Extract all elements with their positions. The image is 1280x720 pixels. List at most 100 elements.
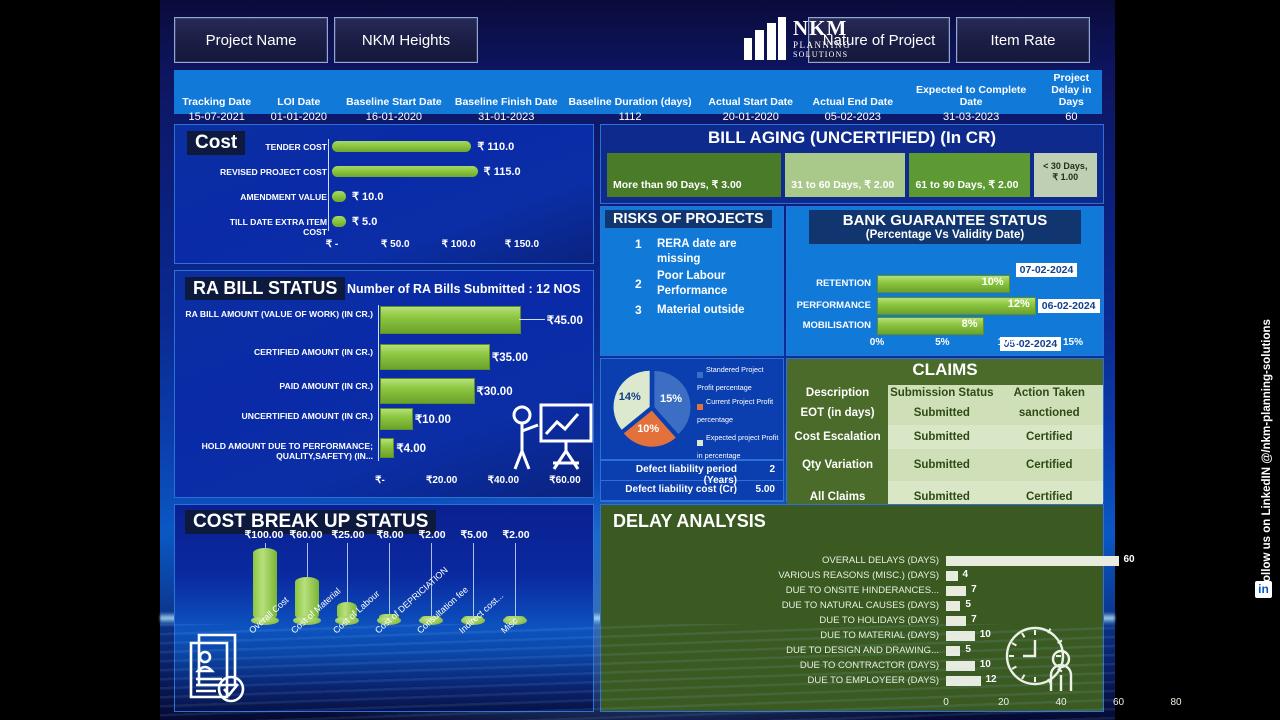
risk-text: RERA date are missing bbox=[657, 238, 737, 265]
claims-table: Description Submission Status Action Taken… bbox=[787, 385, 1103, 513]
linkedin-icon[interactable]: in bbox=[1255, 581, 1272, 598]
delay-analysis-title: DELAY ANALYSIS bbox=[613, 511, 766, 531]
ra-row-label: UNCERTIFIED AMOUNT (IN CR.) bbox=[241, 411, 373, 421]
pie-legend-item: Current Project Profit percentage bbox=[697, 397, 781, 433]
cost-row-label: AMENDMENT VALUE bbox=[240, 192, 327, 202]
strip-value: 31-01-2023 bbox=[478, 111, 535, 123]
ra-bar bbox=[380, 408, 413, 430]
bill-aging-cell: 61 to 90 Days, ₹ 2.00 bbox=[909, 153, 1030, 197]
strip-header: Baseline Duration (days) bbox=[568, 96, 692, 108]
cbu-bar bbox=[295, 576, 319, 620]
delay-bar-value: 7 bbox=[971, 614, 977, 625]
strip-value: 16-01-2020 bbox=[365, 111, 423, 123]
bank-guarantee-title: BANK GUARANTEE STATUS bbox=[842, 212, 1048, 229]
claims-panel: CLAIMS Description Submission Status Actio… bbox=[786, 358, 1104, 513]
delay-row-label: DUE TO CONTRACTOR (DAYS) bbox=[799, 660, 939, 671]
claims-header: Description bbox=[787, 385, 889, 401]
cost-chart-axis-line bbox=[328, 139, 329, 231]
social-follow[interactable]: Follow us on LinkedIN @/nkm-planning-sol… bbox=[1252, 268, 1278, 598]
bg-xtick: 10% bbox=[997, 337, 1018, 348]
delay-bar-value: 4 bbox=[962, 569, 969, 580]
cost-panel: Cost TENDER COST ₹ 110.0 REVISED PROJECT C… bbox=[174, 124, 594, 264]
cbu-bar-value: ₹60.00 bbox=[289, 529, 323, 541]
bill-aging-title: BILL AGING (UNCERTIFIED) (In CR) bbox=[707, 128, 997, 147]
ra-row-label: HOLD AMOUNT DUE TO PERFORMANCE; QUALITY,… bbox=[201, 441, 373, 461]
logo-line-3: SOLUTIONS bbox=[793, 49, 849, 59]
strip-header: Tracking Date bbox=[182, 96, 252, 108]
cost-xtick: ₹ 50.0 bbox=[381, 239, 410, 250]
strip-header: Baseline Finish Date bbox=[454, 96, 558, 108]
claims-cell: Submitted bbox=[888, 449, 996, 481]
claims-cell: sanctioned bbox=[995, 401, 1103, 425]
ra-bill-title: RA BILL STATUS bbox=[185, 277, 346, 300]
cost-panel-title: Cost bbox=[187, 131, 246, 155]
claims-cell: Cost Escalation bbox=[787, 425, 889, 449]
logo-wordmark: NKM PLANNING SOLUTIONS bbox=[793, 15, 851, 59]
cbu-bar-base bbox=[335, 616, 359, 625]
cbu-leader-line bbox=[347, 543, 348, 602]
cbu-bar-base bbox=[503, 616, 527, 625]
bill-aging-cell: 31 to 60 Days, ₹ 2.00 bbox=[785, 153, 906, 197]
bank-guarantee-subtitle: (Percentage Vs Validity Date) bbox=[865, 229, 1025, 241]
cbu-leader-line bbox=[515, 543, 516, 616]
pie-slice bbox=[623, 410, 676, 447]
nature-of-project-value-button[interactable]: Item Rate bbox=[956, 17, 1090, 63]
project-name-label-button[interactable]: Project Name bbox=[174, 17, 328, 63]
bg-row-label: PERFORMANCE bbox=[796, 300, 871, 311]
strip-value: 60 bbox=[1065, 111, 1078, 123]
defect-liability-table: Defect liability period (Years) 2 Defect l… bbox=[600, 460, 784, 502]
bg-row-label: RETENTION bbox=[816, 278, 871, 289]
cbu-bar-value: ₹8.00 bbox=[376, 529, 404, 541]
bill-aging-cell: More than 90 Days, ₹ 3.00 bbox=[607, 153, 782, 197]
bg-validity-date: 05-02-2024 bbox=[999, 337, 1062, 351]
cbu-bar-base bbox=[377, 616, 401, 625]
bg-xtick: 0% bbox=[869, 337, 885, 348]
defect-row-label: Defect liability period (Years) bbox=[635, 464, 737, 486]
delay-bar bbox=[946, 586, 967, 596]
defect-row-label: Defect liability cost (Cr) bbox=[625, 484, 737, 495]
risk-number: 3 bbox=[635, 303, 642, 317]
pie-legend-swatch bbox=[697, 440, 703, 446]
delay-bar bbox=[946, 556, 1119, 566]
cost-bar-value: ₹ 115.0 bbox=[483, 166, 521, 178]
delay-bar-value: 12 bbox=[985, 674, 997, 685]
claims-header: Action Taken bbox=[995, 385, 1103, 401]
bg-bar bbox=[877, 297, 1036, 315]
cost-xtick: ₹ 150.0 bbox=[504, 239, 540, 250]
delay-xtick: 40 bbox=[1055, 697, 1067, 708]
pie-legend-swatch bbox=[697, 404, 703, 410]
claims-cell: Submitted bbox=[888, 401, 996, 425]
delay-bar bbox=[946, 571, 958, 581]
bg-bar-value: 10% bbox=[981, 276, 1004, 288]
logo-line-2: PLANNING bbox=[793, 39, 851, 50]
pie-legend-item: Expected project Profit in percentage bbox=[697, 433, 781, 469]
delay-row-label: VARIOUS REASONS (MISC.) (DAYS) bbox=[778, 570, 939, 581]
bg-xtick: 15% bbox=[1062, 337, 1083, 348]
strip-header: Actual Start Date bbox=[708, 96, 794, 108]
ra-chart-axis-line bbox=[378, 305, 379, 461]
clock-person-icon bbox=[1005, 626, 1073, 691]
nature-of-project-label-button[interactable]: Nature of Project bbox=[808, 17, 950, 63]
ra-bar bbox=[380, 306, 521, 334]
pie-slice bbox=[654, 370, 691, 435]
project-name-value-button[interactable]: NKM Heights bbox=[334, 17, 478, 63]
cost-row-label: TILL DATE EXTRA ITEM COST bbox=[229, 217, 327, 237]
cost-breakup-title: COST BREAK UP STATUS bbox=[185, 510, 437, 534]
delay-analysis-xaxis: 0 20 40 60 80 bbox=[601, 697, 1181, 711]
bg-bar-value: 12% bbox=[1007, 298, 1030, 310]
delay-analysis-panel: DELAY ANALYSIS OVERALL DELAYS (DAYS) 60 VA… bbox=[600, 504, 1182, 712]
cbu-bar-value: ₹2.00 bbox=[502, 529, 530, 541]
ra-bar-value: ₹10.00 bbox=[414, 414, 451, 426]
pie-slice bbox=[613, 370, 650, 430]
defect-row: Defect liability cost (Cr) 5.00 bbox=[601, 481, 783, 501]
claims-cell: EOT (in days) bbox=[787, 401, 889, 425]
defect-row: Defect liability period (Years) 2 bbox=[601, 461, 783, 486]
delay-bar bbox=[946, 631, 975, 641]
logo-line-1: NKM bbox=[793, 15, 848, 40]
cbu-bar-base bbox=[461, 616, 485, 625]
cbu-bar-value: ₹2.00 bbox=[418, 529, 446, 541]
delay-row-label: DUE TO HOLIDAYS (DAYS) bbox=[819, 615, 939, 626]
cost-bar bbox=[332, 141, 472, 152]
profit-pie-panel: Standered Project Profit percentage Curre… bbox=[600, 358, 784, 460]
presenter-chart-icon bbox=[512, 403, 593, 470]
